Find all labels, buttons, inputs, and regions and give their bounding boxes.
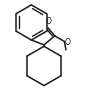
Text: O: O	[45, 17, 51, 26]
Text: O: O	[65, 38, 71, 47]
